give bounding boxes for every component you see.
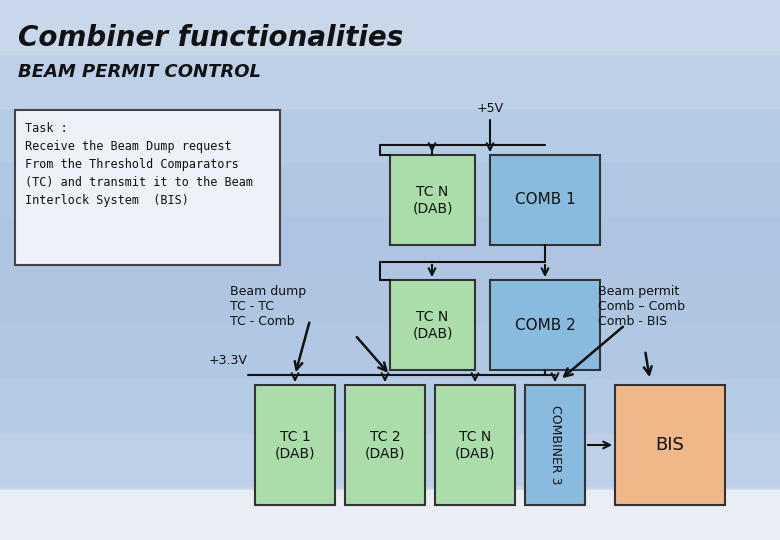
- Text: TC 1
(DAB): TC 1 (DAB): [275, 430, 315, 460]
- Text: BIS: BIS: [655, 436, 684, 454]
- Bar: [435, 385, 515, 505]
- Text: +3.3V: +3.3V: [208, 354, 247, 367]
- Bar: [0, 432, 780, 486]
- Bar: [0, 378, 780, 432]
- Text: TC N
(DAB): TC N (DAB): [413, 310, 452, 340]
- Bar: [0, 162, 780, 216]
- Text: COMB 2: COMB 2: [515, 318, 576, 333]
- Text: Task :
Receive the Beam Dump request
From the Threshold Comparators
(TC) and tra: Task : Receive the Beam Dump request Fro…: [25, 122, 253, 207]
- Text: BEAM PERMIT CONTROL: BEAM PERMIT CONTROL: [18, 63, 261, 81]
- Text: Combiner functionalities: Combiner functionalities: [18, 24, 403, 52]
- Text: COMBINER 3: COMBINER 3: [548, 405, 562, 485]
- Bar: [0, 54, 780, 108]
- Text: Beam permit
Comb – Comb
Comb - BIS: Beam permit Comb – Comb Comb - BIS: [598, 285, 685, 328]
- Bar: [525, 385, 585, 505]
- Bar: [490, 155, 600, 245]
- Bar: [0, 270, 780, 324]
- Text: TC N
(DAB): TC N (DAB): [455, 430, 495, 460]
- Bar: [0, 0, 780, 54]
- Bar: [0, 108, 780, 162]
- Bar: [0, 490, 780, 540]
- Bar: [255, 385, 335, 505]
- Text: TC N
(DAB): TC N (DAB): [413, 185, 452, 215]
- Bar: [0, 324, 780, 378]
- Text: +5V: +5V: [477, 102, 504, 115]
- Bar: [390, 280, 475, 370]
- Text: Beam dump
TC - TC
TC - Comb: Beam dump TC - TC TC - Comb: [230, 285, 306, 328]
- Bar: [0, 216, 780, 270]
- Bar: [15, 110, 280, 265]
- Bar: [490, 280, 600, 370]
- Bar: [345, 385, 425, 505]
- Bar: [615, 385, 725, 505]
- Bar: [0, 486, 780, 540]
- Text: COMB 1: COMB 1: [515, 192, 576, 207]
- Bar: [390, 155, 475, 245]
- Text: TC 2
(DAB): TC 2 (DAB): [365, 430, 406, 460]
